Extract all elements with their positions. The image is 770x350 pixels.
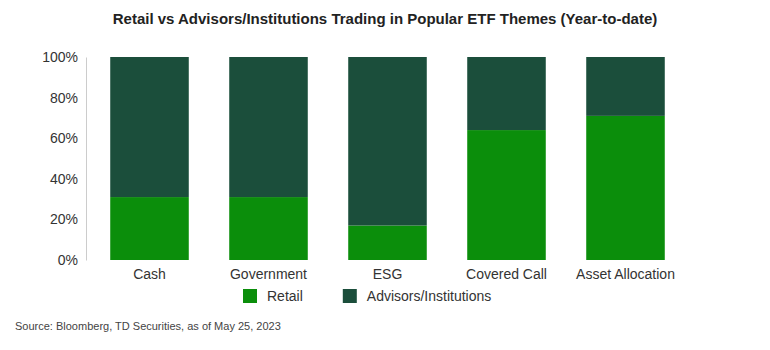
- legend-swatch: [343, 289, 357, 303]
- tick-label: Covered Call: [466, 266, 547, 282]
- title: Retail vs Advisors/Institutions Trading …: [113, 10, 658, 27]
- tick-label: 60%: [50, 130, 78, 146]
- bar: [467, 130, 546, 260]
- tick-label: Cash: [133, 266, 166, 282]
- bar: [348, 57, 427, 225]
- tick: 60%: [50, 130, 86, 146]
- legend-label: Advisors/Institutions: [367, 288, 492, 304]
- tick-label: 0%: [58, 252, 78, 268]
- chart: Retail vs Advisors/Institutions Trading …: [0, 0, 770, 350]
- bar: [467, 57, 546, 130]
- series: [110, 57, 665, 225]
- tick-label: 40%: [50, 171, 78, 187]
- tick: 100%: [42, 49, 86, 65]
- tick-label: 80%: [50, 90, 78, 106]
- x-axis: Cash Government ESG Covered Call Asset Alloc…: [133, 266, 675, 282]
- legend-swatch: [243, 289, 257, 303]
- bar: [110, 197, 189, 260]
- tick-label: Asset Allocation: [576, 266, 675, 282]
- bar: [348, 225, 427, 260]
- tick: 80%: [50, 90, 86, 106]
- bar: [229, 197, 308, 260]
- bar: [586, 57, 665, 116]
- tick-label: ESG: [373, 266, 403, 282]
- tick: 40%: [50, 171, 86, 187]
- tick: 0%: [58, 252, 86, 268]
- tick-label: 20%: [50, 211, 78, 227]
- legend: Retail Advisors/Institutions: [243, 288, 491, 304]
- legend-item: Advisors/Institutions: [343, 288, 492, 304]
- tick-label: Government: [230, 266, 307, 282]
- y-axis: 0% 20% 40% 60% 80% 100%: [42, 49, 86, 268]
- legend-label: Retail: [267, 288, 303, 304]
- legend-item: Retail: [243, 288, 303, 304]
- bars: [110, 57, 665, 260]
- bar: [110, 57, 189, 197]
- axis-line: [86, 58, 87, 261]
- bar: [586, 116, 665, 260]
- tick-label: 100%: [42, 49, 78, 65]
- bar: [229, 57, 308, 197]
- tick: 20%: [50, 211, 86, 227]
- source-note: Source: Bloomberg, TD Securities, as of …: [15, 320, 281, 332]
